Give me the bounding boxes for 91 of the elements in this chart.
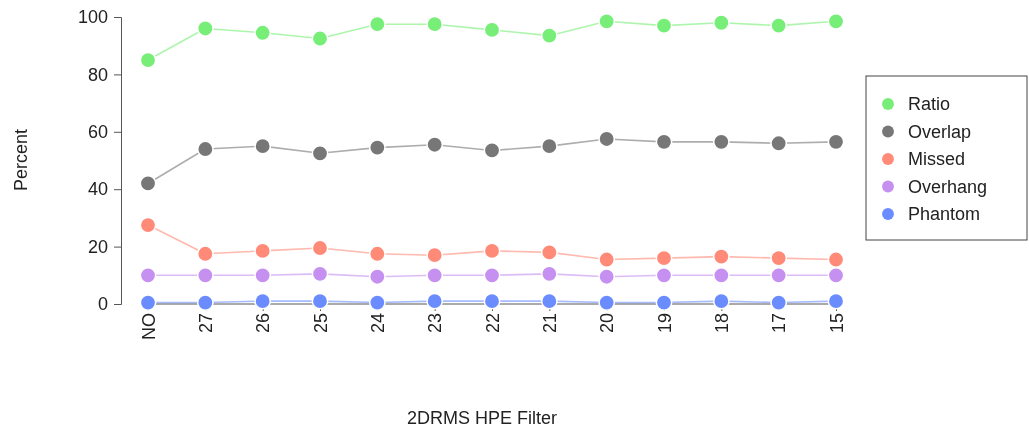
x-tick-label: 24 bbox=[368, 313, 389, 334]
point bbox=[598, 130, 616, 148]
point bbox=[712, 292, 730, 310]
point bbox=[426, 292, 444, 310]
point bbox=[368, 294, 386, 311]
point bbox=[655, 294, 673, 311]
point bbox=[827, 133, 845, 151]
point bbox=[540, 243, 558, 261]
point bbox=[139, 294, 157, 311]
point bbox=[139, 51, 157, 69]
point bbox=[311, 144, 329, 162]
x-tick-label: 15 bbox=[826, 313, 847, 334]
point bbox=[483, 266, 501, 284]
point bbox=[368, 268, 386, 286]
point bbox=[368, 139, 386, 156]
x-tick-label: NO bbox=[138, 313, 159, 340]
x-tick-label: 20 bbox=[597, 313, 618, 334]
y-tick-label: 100 bbox=[77, 7, 108, 28]
point bbox=[483, 292, 501, 310]
point bbox=[655, 266, 673, 284]
point bbox=[483, 242, 501, 260]
y-tick-label: 0 bbox=[97, 294, 108, 315]
point bbox=[712, 133, 730, 151]
point bbox=[712, 266, 730, 284]
point bbox=[139, 266, 157, 284]
legend-label: Ratio bbox=[908, 94, 951, 115]
point bbox=[426, 136, 444, 154]
x-tick-label: 17 bbox=[769, 313, 790, 334]
point bbox=[483, 142, 501, 159]
point bbox=[196, 266, 214, 284]
point bbox=[368, 15, 386, 33]
point bbox=[827, 266, 845, 284]
point bbox=[139, 175, 157, 192]
point bbox=[770, 249, 788, 267]
legend-label: Overlap bbox=[908, 121, 972, 142]
point bbox=[196, 294, 214, 311]
point bbox=[483, 21, 501, 39]
point bbox=[655, 133, 673, 151]
point bbox=[311, 30, 329, 47]
point bbox=[254, 24, 272, 42]
point bbox=[540, 292, 558, 310]
point bbox=[426, 246, 444, 264]
point bbox=[598, 294, 616, 311]
point bbox=[540, 27, 558, 45]
legend-label: Missed bbox=[908, 149, 966, 170]
x-tick-label: 27 bbox=[196, 313, 217, 334]
legend-label: Overhang bbox=[908, 176, 988, 197]
point bbox=[770, 17, 788, 35]
point bbox=[770, 294, 788, 311]
point bbox=[827, 251, 845, 268]
point bbox=[139, 216, 157, 234]
point bbox=[540, 137, 558, 155]
x-tick-label: 19 bbox=[654, 313, 675, 334]
point bbox=[254, 242, 272, 260]
point bbox=[426, 15, 444, 33]
point bbox=[598, 12, 616, 30]
point bbox=[196, 245, 214, 263]
point bbox=[196, 140, 214, 158]
point bbox=[827, 12, 845, 30]
point bbox=[770, 266, 788, 284]
point bbox=[311, 292, 329, 310]
point bbox=[827, 292, 845, 310]
x-tick-label: 25 bbox=[310, 313, 331, 334]
point bbox=[655, 249, 673, 267]
point bbox=[254, 292, 272, 310]
x-tick-label: 22 bbox=[482, 313, 503, 334]
y-tick-label: 80 bbox=[87, 64, 108, 85]
point bbox=[426, 266, 444, 284]
y-tick-label: 60 bbox=[87, 122, 108, 143]
point bbox=[540, 265, 558, 283]
point bbox=[598, 251, 616, 268]
x-axis-title: 2DRMS HPE Filter bbox=[406, 408, 558, 428]
y-axis-title: Percent bbox=[11, 128, 31, 192]
point bbox=[254, 266, 272, 284]
point bbox=[311, 239, 329, 257]
point bbox=[655, 17, 673, 35]
y-tick-label: 40 bbox=[87, 179, 108, 200]
point bbox=[712, 14, 730, 32]
x-tick-label: 23 bbox=[425, 313, 446, 334]
point bbox=[712, 248, 730, 266]
point bbox=[254, 137, 272, 155]
x-tick-label: 21 bbox=[540, 313, 561, 334]
y-tick-label: 20 bbox=[87, 236, 108, 257]
point bbox=[196, 20, 214, 37]
point bbox=[368, 245, 386, 263]
legend-label: Phantom bbox=[908, 204, 981, 225]
point bbox=[770, 134, 788, 152]
x-tick-label: 26 bbox=[253, 313, 274, 334]
point bbox=[311, 265, 329, 283]
x-tick-label: 18 bbox=[712, 313, 733, 334]
point bbox=[598, 268, 616, 286]
